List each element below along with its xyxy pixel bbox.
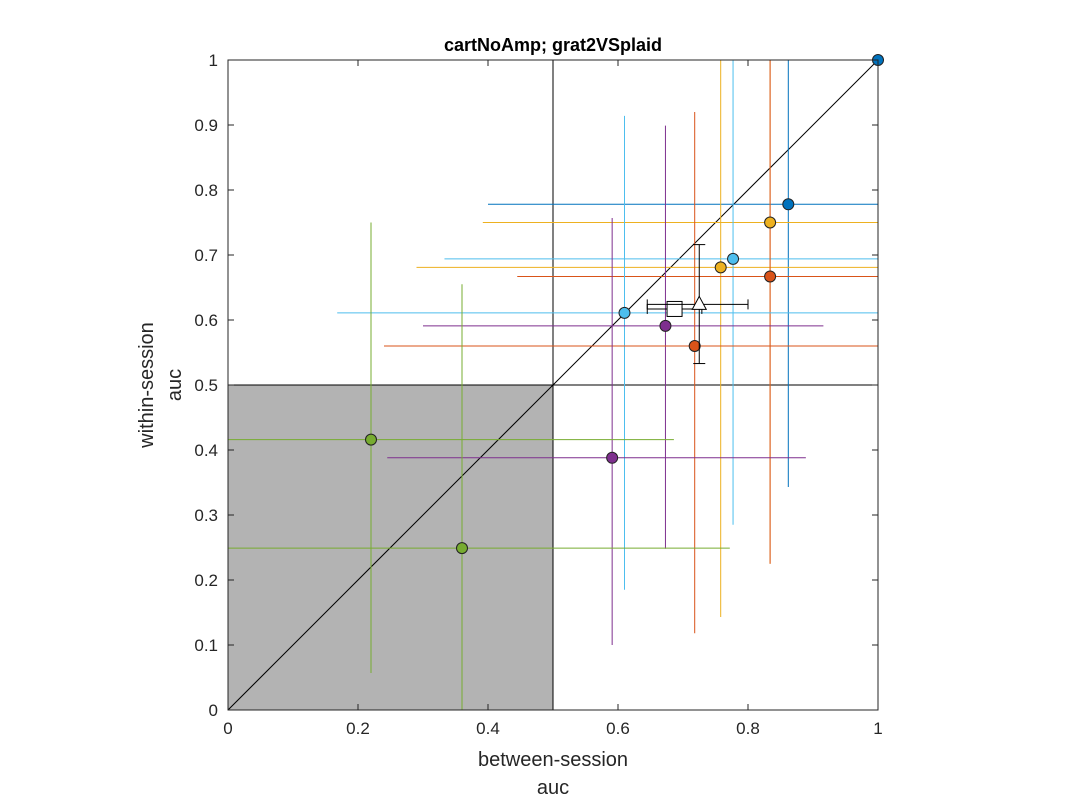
x-tick-label-5: 1 xyxy=(873,719,882,738)
x-tick-label-0: 0 xyxy=(223,719,232,738)
chart-title: cartNoAmp; grat2VSplaid xyxy=(444,35,662,55)
data-point-10 xyxy=(365,433,377,446)
data-point-3 xyxy=(714,261,727,274)
y-tick-label-4: 0.4 xyxy=(194,441,218,460)
x-axis-label-line2: auc xyxy=(537,777,569,799)
y-axis-label-line1: within-session xyxy=(136,322,158,449)
data-point-5 xyxy=(764,270,777,283)
data-point-2 xyxy=(764,216,777,229)
y-tick-label-7: 0.7 xyxy=(194,246,218,265)
y-axis-label-line2: auc xyxy=(164,369,186,401)
summary-square-marker xyxy=(666,300,683,317)
data-point-6 xyxy=(618,306,631,319)
x-tick-label-4: 0.8 xyxy=(736,719,760,738)
y-tick-label-3: 0.3 xyxy=(194,506,218,525)
y-tick-label-10: 1 xyxy=(209,51,218,70)
y-tick-label-6: 0.6 xyxy=(194,311,218,330)
y-tick-label-2: 0.2 xyxy=(194,571,218,590)
y-tick-label-1: 0.1 xyxy=(194,636,218,655)
x-axis-label-line1: between-session xyxy=(478,749,628,771)
y-tick-label-8: 0.8 xyxy=(194,181,218,200)
data-point-1 xyxy=(782,198,795,211)
data-point-8 xyxy=(688,340,701,352)
data-point-9 xyxy=(606,451,619,464)
data-point-4 xyxy=(727,252,740,265)
summary-triangle-marker xyxy=(691,295,708,310)
x-tick-label-1: 0.2 xyxy=(346,719,370,738)
y-tick-label-5: 0.5 xyxy=(194,376,218,395)
x-tick-label-2: 0.4 xyxy=(476,719,500,738)
y-tick-label-9: 0.9 xyxy=(194,116,218,135)
data-point-7 xyxy=(659,319,672,332)
y-tick-label-0: 0 xyxy=(209,701,218,720)
x-tick-label-3: 0.6 xyxy=(606,719,630,738)
data-point-11 xyxy=(456,542,468,555)
